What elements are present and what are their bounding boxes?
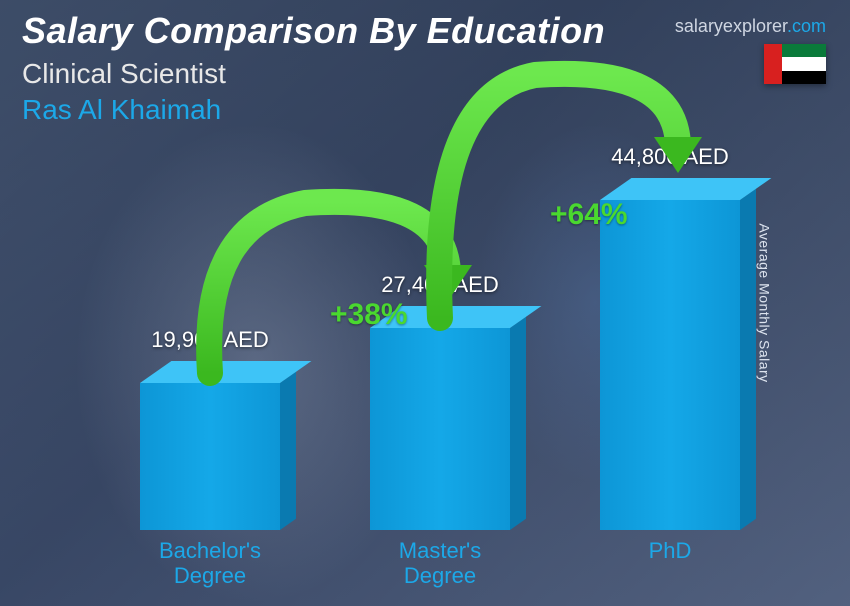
bar-chart: 19,900 AEDBachelor'sDegree27,400 AEDMast… <box>60 148 800 588</box>
title-subtitle: Clinical Scientist <box>22 58 828 90</box>
flag-red-bar <box>764 44 782 84</box>
brand-domain: .com <box>787 16 826 36</box>
flag-stripe-black <box>782 71 826 84</box>
brand-label: salaryexplorer.com <box>675 16 826 37</box>
title-location: Ras Al Khaimah <box>22 94 828 126</box>
uae-flag-icon <box>764 44 826 84</box>
increase-arrow-icon <box>60 148 800 588</box>
brand-name: salaryexplorer <box>675 16 787 36</box>
flag-stripe-green <box>782 44 826 57</box>
flag-stripe-white <box>782 57 826 70</box>
increase-percent-label: +64% <box>550 198 628 232</box>
flag-stripes <box>782 44 826 84</box>
